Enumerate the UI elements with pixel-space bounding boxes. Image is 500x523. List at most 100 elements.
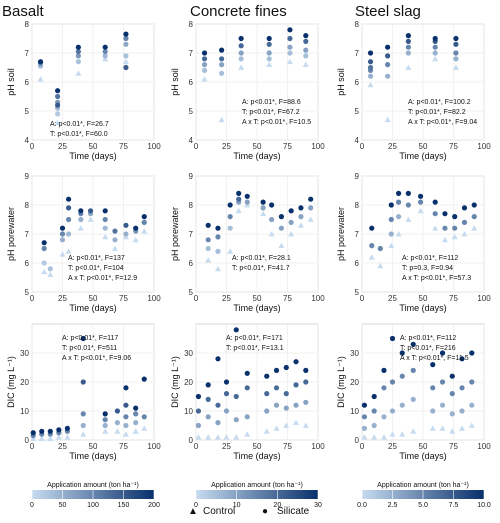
slag-dic-colorbar: Application amount (ton ha⁻¹) 0.0 2.5 5.0 7.… — [357, 482, 491, 509]
stats-annotation-line: A: p<0.01*, F=117 — [62, 335, 118, 342]
silicate-point — [59, 231, 66, 237]
x-tick-label: 75 — [449, 442, 458, 451]
stats-annotation-line: T: p<0.01*, F=67.2 — [242, 109, 300, 116]
silicate-point — [102, 44, 108, 50]
x-tick-label: 100 — [147, 294, 161, 303]
silicate-point — [388, 216, 394, 223]
silicate-point — [56, 427, 62, 433]
control-point — [429, 425, 436, 431]
silicate-point — [389, 335, 396, 342]
basalt-ph-porewater-panel: 0 25 50 75 100 5 6 7 8 9 Time (days) pH porewater A:… — [6, 172, 161, 313]
silicate-point — [59, 237, 66, 243]
control-point — [37, 76, 44, 82]
silicate-point — [471, 202, 477, 208]
control-point — [263, 428, 270, 434]
control-point — [233, 434, 240, 440]
control-point — [195, 434, 202, 440]
y-axis-title: pH porewater — [6, 207, 16, 261]
silicate-point — [75, 53, 81, 59]
silicate-point — [102, 411, 108, 417]
silicate-point — [205, 414, 211, 420]
silicate-point — [298, 214, 304, 220]
stats-annotation-line: A: p<0.01*, F=28.1 — [232, 255, 291, 262]
stats-annotation-line: T: p<0.01*, F=13.1 — [226, 345, 284, 352]
silicate-point — [102, 417, 108, 423]
control-point — [41, 268, 48, 275]
control-point — [452, 64, 459, 70]
silicate-point — [244, 370, 250, 376]
y-axis-title: DIC (mg L⁻¹) — [6, 356, 16, 408]
silicate-point — [303, 379, 309, 385]
x-axis-title: Time (days) — [69, 151, 116, 161]
y-tick-label: 20 — [20, 378, 29, 387]
silicate-point — [102, 216, 108, 223]
x-tick-label: 50 — [89, 442, 98, 451]
x-tick-label: 75 — [283, 142, 292, 151]
silicate-point — [269, 202, 275, 208]
silicate-point — [75, 59, 81, 65]
silicate-point — [278, 225, 284, 231]
y-tick-label: 20 — [184, 378, 193, 387]
control-point — [410, 428, 417, 434]
silicate-point — [410, 396, 416, 402]
y-tick-label: 6 — [355, 78, 360, 87]
control-point — [377, 262, 384, 269]
control-point — [399, 431, 406, 437]
x-tick-label: 50 — [253, 142, 262, 151]
silicate-point — [39, 428, 45, 434]
concrete-ph-soil-panel: 0 25 50 75 100 4 5 6 7 8 Time (days) pH soil A: p<0.… — [170, 20, 325, 161]
silicate-point — [381, 414, 387, 420]
silicate-point — [283, 391, 289, 397]
x-axis-title: Time (days) — [399, 151, 446, 161]
silicate-point — [388, 202, 394, 208]
y-tick-label: 8 — [189, 201, 194, 210]
y-tick-label: 8 — [25, 201, 30, 210]
control-point — [122, 58, 129, 65]
x-tick-label: 0 — [194, 294, 199, 303]
silicate-point — [47, 266, 53, 272]
y-tick-label: 4 — [355, 136, 360, 145]
y-axis-title: pH soil — [336, 68, 346, 96]
control-point — [47, 271, 54, 277]
silicate-point — [238, 35, 244, 42]
silicate-point — [453, 41, 459, 47]
y-tick-label: 10 — [20, 407, 29, 416]
control-point — [75, 70, 82, 76]
stats-annotation-line: A: p<0.01*, F=112 — [402, 255, 458, 262]
silicate-point — [452, 214, 458, 220]
silicate-point — [273, 402, 280, 408]
control-point — [201, 76, 208, 82]
stats-annotation-line: A x T: p<0.01*, F=11.5 — [400, 355, 469, 362]
control-point — [77, 225, 84, 231]
silicate-point — [123, 53, 129, 59]
control-point — [64, 434, 71, 440]
control-point — [238, 64, 245, 70]
silicate-point — [385, 44, 391, 50]
silicate-point — [399, 373, 405, 379]
x-tick-label: 50 — [253, 294, 262, 303]
y-tick-label: 7 — [25, 49, 30, 58]
y-tick-label: 0 — [189, 436, 194, 445]
control-point — [268, 231, 275, 237]
colorbar-tick-label: 200 — [148, 502, 160, 509]
silicate-point — [223, 408, 230, 414]
control-point — [371, 434, 378, 440]
control-point — [388, 242, 395, 248]
silicate-point — [287, 50, 293, 56]
silicate-point — [133, 225, 139, 231]
silicate-point — [287, 27, 293, 33]
silicate-point — [410, 341, 416, 347]
control-point — [367, 81, 374, 88]
silicate-point — [298, 205, 304, 211]
silicate-point — [215, 234, 221, 240]
silicate-point — [123, 402, 129, 408]
colorbar-tick-label: 10.0 — [477, 502, 491, 509]
colorbar-tick-label: 50 — [59, 502, 67, 509]
control-point — [361, 434, 368, 440]
x-tick-label: 25 — [222, 294, 231, 303]
silicate-point — [123, 64, 129, 71]
silicate-point — [432, 44, 438, 50]
silicate-point — [430, 385, 436, 391]
y-tick-label: 8 — [189, 20, 194, 29]
